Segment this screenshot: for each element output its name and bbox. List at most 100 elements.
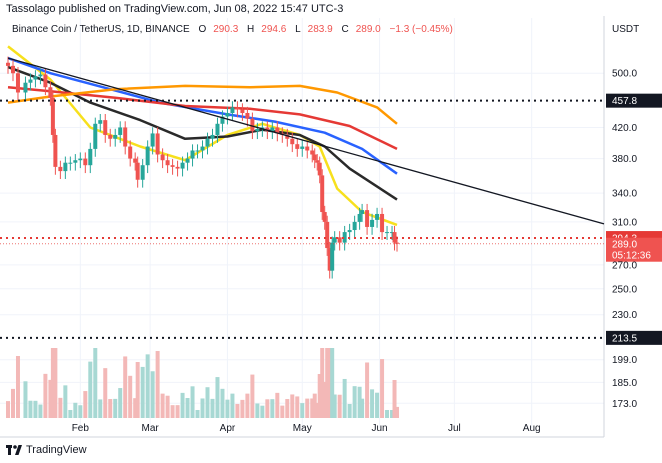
candle-body: [180, 162, 185, 169]
candle-body: [315, 160, 320, 163]
last-price-badge: [606, 237, 662, 262]
candle-body: [375, 213, 380, 220]
candle-body: [78, 158, 83, 161]
volume-bar: [23, 381, 28, 418]
volume-bar: [160, 393, 165, 418]
candle-body: [140, 165, 145, 180]
volume-bar: [260, 405, 265, 418]
candle-body: [118, 127, 123, 135]
time-tick: Jun: [372, 423, 388, 434]
candle-body: [370, 219, 375, 227]
time-tick: Mar: [142, 423, 160, 434]
volume-bar: [53, 348, 58, 418]
volume-bar: [342, 378, 347, 418]
candle-body: [342, 232, 347, 243]
volume-bar: [83, 391, 88, 418]
candle-body: [128, 146, 133, 159]
candle-body: [195, 150, 200, 152]
price-tick: 500.0: [612, 69, 637, 80]
candle-body: [33, 76, 38, 80]
volume-bar: [330, 348, 335, 418]
volume-bar: [38, 404, 43, 418]
level-badge-label: 457.8: [612, 96, 637, 107]
currency-label[interactable]: USDT: [612, 24, 640, 35]
candle-body: [28, 79, 33, 83]
candle-body: [23, 82, 28, 93]
volume-bar: [73, 402, 78, 418]
price-axis[interactable]: 500.0 420.0 380.0 340.0 310.0 270.0 250.0 230.0…: [612, 69, 637, 410]
footer-brand[interactable]: TradingView: [6, 444, 87, 456]
volume-bar: [290, 394, 295, 418]
volume-bar: [170, 405, 175, 418]
candle-body: [38, 74, 43, 77]
volume-bar: [165, 395, 170, 418]
candle-body: [322, 212, 327, 222]
candle-body: [88, 148, 93, 166]
candle-body: [15, 73, 20, 93]
volume-bar: [128, 375, 133, 418]
candle-body: [165, 160, 170, 166]
legend-close: 289.0: [355, 24, 381, 35]
candle-body: [98, 120, 103, 124]
volume-bar: [15, 356, 20, 418]
time-tick: Apr: [220, 423, 236, 434]
time-tick: May: [293, 423, 312, 434]
descending-trendline[interactable]: [7, 57, 605, 225]
candle-body: [215, 123, 220, 135]
time-axis[interactable]: Feb Mar Apr May Jun Jul Aug: [72, 423, 541, 434]
legend-high-label: H: [247, 24, 255, 35]
volume-bar: [370, 389, 375, 418]
legend-close-label: C: [341, 24, 349, 35]
volume-bar: [317, 374, 322, 418]
last-price-label: 289.0: [612, 240, 637, 251]
candle-body: [300, 146, 305, 149]
candle-body: [113, 134, 118, 139]
candle-body: [230, 107, 235, 113]
moving-average-line: [7, 45, 398, 227]
candle-body: [390, 232, 395, 234]
volume-bar: [235, 403, 240, 418]
volume-bar: [295, 396, 300, 418]
moving-average-line: [7, 84, 398, 125]
candle-body: [108, 134, 113, 139]
candle-body: [330, 242, 335, 271]
candle-body: [58, 166, 63, 172]
volume-bar: [6, 401, 10, 418]
candle-body: [352, 221, 357, 231]
candle-body: [347, 230, 352, 233]
volume-bar: [190, 386, 195, 418]
volume-bar: [50, 348, 55, 418]
candle-body: [170, 165, 175, 167]
level-badge: [606, 330, 662, 345]
volume-bar: [33, 400, 38, 418]
volume-bar: [265, 399, 270, 418]
legend-high: 294.6: [261, 24, 287, 35]
symbol-legend: Binance Coin / TetherUS, 1D, BINANCE O 29…: [12, 24, 453, 35]
volume-bar: [395, 406, 400, 418]
volume-bar: [88, 361, 93, 418]
volume-bar: [327, 348, 332, 418]
volume-bar: [113, 398, 118, 418]
moving-average-line: [7, 65, 398, 201]
symbol-name[interactable]: Binance Coin / TetherUS, 1D, BINANCE: [12, 24, 190, 35]
candle-body: [225, 112, 230, 117]
candle-body: [255, 128, 260, 132]
volume-bar: [322, 381, 327, 418]
volume-bar: [320, 348, 325, 418]
candle-body: [295, 144, 300, 149]
volume-bar: [93, 348, 98, 418]
volume-bar: [305, 398, 310, 418]
time-tick: Aug: [523, 423, 541, 434]
candle-body: [210, 134, 215, 139]
volume-bar: [28, 400, 33, 418]
volume-bar: [68, 410, 73, 418]
volume-bar: [220, 388, 225, 418]
trendline[interactable]: [7, 57, 605, 225]
candle-body: [205, 138, 210, 147]
volume-bar: [390, 410, 395, 418]
price-tick: 199.0: [612, 355, 637, 366]
volume-bars: [6, 348, 400, 418]
volume-bar: [357, 386, 362, 418]
